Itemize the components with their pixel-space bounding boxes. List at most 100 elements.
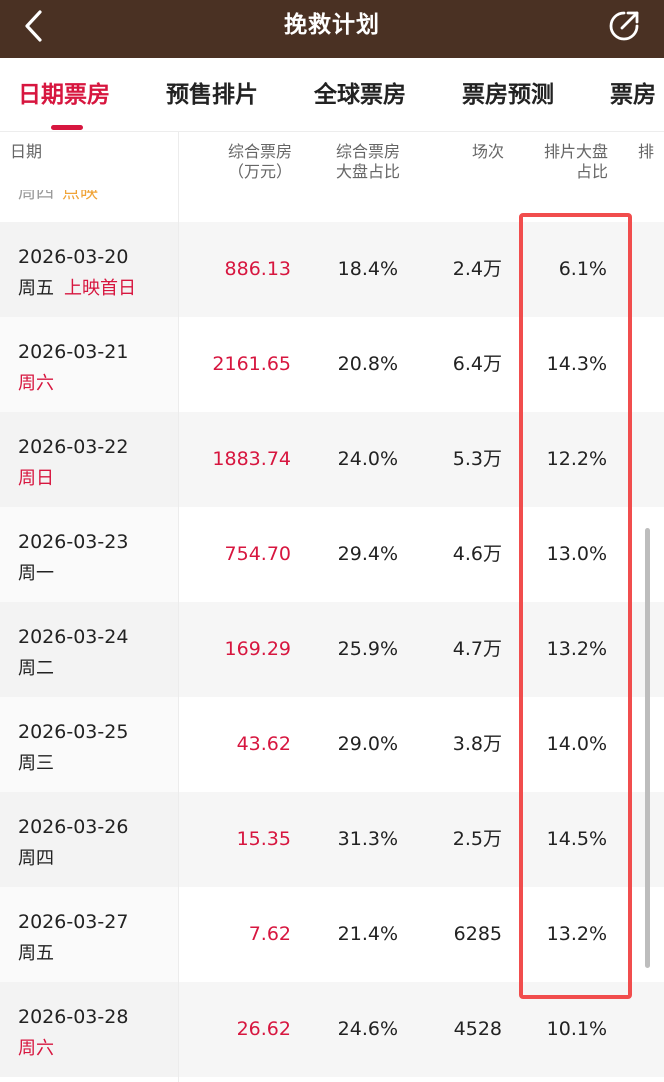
column-header-more[interactable]: 排 (638, 142, 655, 161)
row-date-cell (0, 507, 178, 602)
row-date-cell (0, 412, 178, 507)
back-button[interactable] (14, 6, 54, 46)
row-date-cell (0, 982, 178, 1077)
preview-tag: 点映 (62, 190, 98, 203)
row-box-office: 1883.74 (212, 448, 291, 470)
row-box-office: 43.62 (236, 733, 291, 755)
table-row[interactable]: 2026-03-20 周五 上映首日 886.13 18.4% 2.4万 6.1% (0, 222, 664, 317)
row-date-cell (0, 792, 178, 887)
row-market-share: 29.0% (337, 733, 398, 755)
row-market-share: 24.6% (337, 1018, 398, 1040)
row-schedule-share: 13.0% (546, 543, 607, 565)
row-schedule-share: 13.2% (546, 638, 607, 660)
row-shows: 4.7万 (452, 638, 502, 660)
row-schedule-share: 13.2% (546, 923, 607, 945)
row-date: 2026-03-28 (18, 1006, 129, 1028)
row-data-cells (179, 792, 664, 887)
row-date: 2026-03-27 (18, 911, 129, 933)
row-shows: 6.4万 (452, 353, 502, 375)
table-row[interactable]: 2026-03-24 周二 169.29 25.9% 4.7万 13.2% (0, 602, 664, 697)
row-shows: 5.3万 (452, 448, 502, 470)
column-header-box-office-line1: 综合票房 (227, 142, 292, 161)
row-date-cell (0, 887, 178, 982)
row-date: 2026-03-24 (18, 626, 129, 648)
row-weekday: 周六 (18, 1038, 54, 1059)
tab-presale-schedule[interactable]: 预售排片 (166, 82, 258, 108)
row-weekday: 周五 (18, 943, 54, 964)
row-weekday: 周四 (18, 848, 54, 869)
row-data-cells (179, 507, 664, 602)
table-row[interactable]: 2026-03-25 周三 43.62 29.0% 3.8万 14.0% (0, 697, 664, 792)
row-date-cell (0, 222, 178, 317)
row-market-share: 29.4% (337, 543, 398, 565)
tab-global-box-office[interactable]: 全球票房 (314, 82, 406, 108)
row-data-cells (179, 412, 664, 507)
tab-more[interactable]: 票房 (610, 82, 656, 108)
table-row[interactable]: 2026-03-26 周四 15.35 31.3% 2.5万 14.5% (0, 792, 664, 887)
release-day-tag: 上映首日 (64, 278, 136, 299)
row-data-cells (179, 317, 664, 412)
table-row[interactable]: 2026-03-23 周一 754.70 29.4% 4.6万 13.0% (0, 507, 664, 602)
row-weekday: 周五 上映首日 (18, 274, 136, 300)
column-header-box-office[interactable]: 综合票房 （万元） (200, 142, 292, 182)
column-divider (178, 132, 179, 1082)
table-row[interactable]: 2026-03-27 周五 7.62 21.4% 6285 13.2% (0, 887, 664, 982)
table-row[interactable]: 2026-03-22 周日 1883.74 24.0% 5.3万 12.2% (0, 412, 664, 507)
row-weekday: 周三 (18, 753, 54, 774)
row-schedule-share: 14.5% (546, 828, 607, 850)
row-market-share: 25.9% (337, 638, 398, 660)
row-date-cell (0, 602, 178, 697)
row-market-share: 24.0% (337, 448, 398, 470)
row-date-cell (0, 697, 178, 792)
row-data-cells (179, 602, 664, 697)
row-schedule-share: 14.0% (546, 733, 607, 755)
row-weekday: 周四 (18, 190, 54, 203)
row-date: 2026-03-26 (18, 816, 129, 838)
row-data-cells (179, 222, 664, 317)
column-header-date[interactable]: 日期 (10, 142, 43, 161)
column-header-shows[interactable]: 场次 (471, 142, 504, 161)
row-market-share: 20.8% (337, 353, 398, 375)
row-weekday: 周二 (18, 658, 54, 679)
row-date: 2026-03-25 (18, 721, 129, 743)
row-weekday: 周六 (18, 373, 54, 394)
row-weekday: 周一 (18, 563, 54, 584)
row-schedule-share: 10.1% (546, 1018, 607, 1040)
column-header-schedule-share[interactable]: 排片大盘 占比 (520, 142, 608, 182)
column-header-market-share-line1: 综合票房 (335, 142, 400, 161)
row-date: 2026-03-21 (18, 341, 129, 363)
row-box-office: 886.13 (224, 258, 291, 280)
row-shows: 4.6万 (452, 543, 502, 565)
row-market-share: 31.3% (337, 828, 398, 850)
row-shows: 2.5万 (452, 828, 502, 850)
top-bar: 挽救计划 (0, 0, 664, 58)
row-data-cells (179, 887, 664, 982)
column-header-box-office-line2: （万元） (227, 162, 292, 181)
row-schedule-share: 6.1% (558, 258, 607, 280)
tab-box-office-forecast[interactable]: 票房预测 (462, 82, 554, 108)
row-schedule-share: 12.2% (546, 448, 607, 470)
page-title: 挽救计划 (284, 12, 380, 38)
row-shows: 4528 (453, 1018, 502, 1040)
row-box-office: 754.70 (224, 543, 291, 565)
scrollbar[interactable] (645, 528, 650, 968)
column-header-schedule-share-line2: 占比 (575, 162, 608, 181)
chevron-left-icon (25, 10, 42, 42)
column-header-market-share[interactable]: 综合票房 大盘占比 (312, 142, 400, 182)
tab-daily-box-office[interactable]: 日期票房 (18, 82, 110, 108)
table-row[interactable]: 2026-03-21 周六 2161.65 20.8% 6.4万 14.3% (0, 317, 664, 412)
row-box-office: 7.62 (248, 923, 291, 945)
row-box-office: 2161.65 (212, 353, 291, 375)
row-box-office: 15.35 (236, 828, 291, 850)
tab-bar: 日期票房 预售排片 全球票房 票房预测 票房 (0, 58, 664, 132)
row-box-office: 169.29 (224, 638, 291, 660)
row-weekday-text: 周五 (18, 278, 54, 299)
row-data-cells (179, 697, 664, 792)
column-header-market-share-line2: 大盘占比 (335, 162, 400, 181)
row-shows: 6285 (453, 923, 502, 945)
share-icon (609, 11, 639, 41)
row-shows: 2.4万 (452, 258, 502, 280)
share-button[interactable] (604, 6, 644, 46)
active-tab-indicator (51, 125, 83, 130)
